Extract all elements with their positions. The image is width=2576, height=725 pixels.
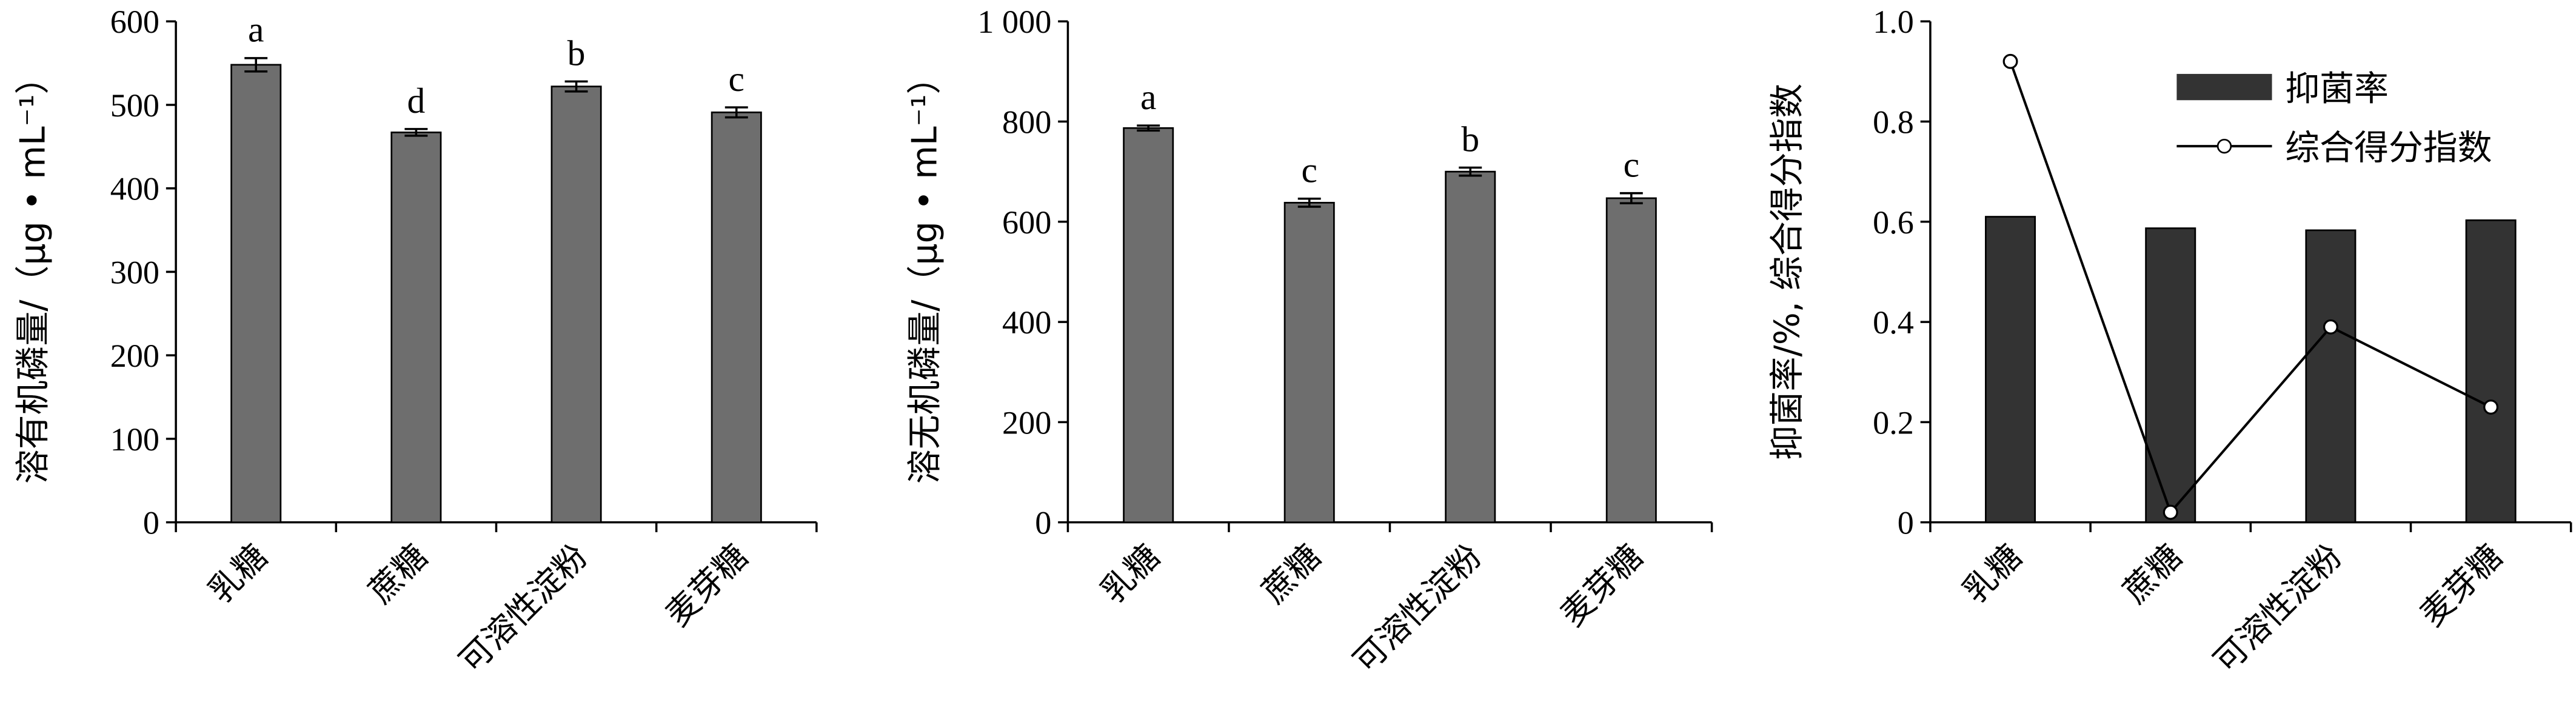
significance-letter: b	[567, 33, 586, 73]
bar	[1283, 202, 1335, 523]
y-tick-label: 0.6	[1873, 204, 1914, 241]
x-tick-label: 可溶性淀粉	[1346, 537, 1489, 680]
bar	[2465, 219, 2517, 523]
x-tick-label: 可溶性淀粉	[452, 537, 595, 680]
x-tick-label: 麦芽糖	[2413, 537, 2510, 634]
significance-letter: c	[729, 59, 744, 99]
y-tick-label: 0.2	[1873, 404, 1914, 441]
line-marker	[2002, 53, 2018, 69]
y-tick-label: 0	[1898, 505, 1914, 541]
legend-label: 抑菌率	[2285, 68, 2389, 109]
y-tick-label: 1 000	[977, 4, 1051, 40]
x-tick-label: 乳糖	[201, 537, 275, 610]
error-bar	[404, 128, 428, 137]
error-bar	[724, 106, 748, 119]
significance-letter: a	[248, 10, 264, 50]
y-tick-label: 600	[1002, 204, 1051, 241]
line-marker	[2323, 319, 2338, 335]
y-tick-label: 200	[1002, 404, 1051, 441]
y-tick-label: 400	[110, 171, 159, 207]
y-axis-label: 抑菌率/%, 综合得分指数	[1767, 84, 1807, 460]
line-marker	[2483, 399, 2499, 415]
y-tick-label: 0.4	[1873, 304, 1914, 341]
y-tick-label: 400	[1002, 304, 1051, 341]
bar	[2145, 227, 2196, 523]
x-tick-label: 麦芽糖	[1553, 537, 1650, 634]
y-tick-label: 800	[1002, 104, 1051, 140]
bar	[1123, 127, 1174, 523]
significance-letter: a	[1140, 77, 1156, 117]
y-tick-label: 0	[1035, 505, 1051, 541]
bar	[390, 132, 442, 523]
y-tick-label: 100	[110, 421, 159, 458]
x-tick-label: 蔗糖	[1254, 537, 1328, 610]
line	[2009, 61, 2492, 515]
x-tick-label: 蔗糖	[361, 537, 435, 610]
significance-letter: c	[1301, 150, 1317, 190]
error-bar	[1619, 192, 1643, 204]
error-bar	[564, 80, 588, 93]
legend-label: 综合得分指数	[2285, 128, 2492, 168]
bar	[1985, 216, 2036, 523]
error-bar	[1137, 124, 1160, 132]
bar	[1605, 197, 1657, 523]
y-tick-label: 600	[110, 4, 159, 40]
line-marker	[2163, 504, 2178, 520]
bar	[230, 64, 282, 523]
significance-letter: d	[407, 81, 425, 121]
bar	[1445, 170, 1496, 523]
significance-letter: b	[1461, 119, 1479, 159]
legend-marker	[2216, 138, 2232, 154]
bar	[550, 85, 602, 523]
x-tick-label: 麦芽糖	[658, 537, 755, 634]
y-tick-label: 1.0	[1873, 4, 1914, 40]
error-bar	[1459, 166, 1482, 177]
y-tick-label: 300	[110, 254, 159, 290]
bar	[711, 112, 762, 523]
y-axis-label: 溶有机磷量/（μg • mL⁻¹）	[13, 60, 53, 484]
error-bar	[244, 57, 268, 73]
y-tick-label: 0.8	[1873, 104, 1914, 140]
error-bar	[1297, 198, 1321, 208]
significance-letter: c	[1624, 145, 1639, 185]
y-tick-label: 500	[110, 87, 159, 124]
x-tick-label: 可溶性淀粉	[2206, 537, 2349, 680]
y-tick-label: 200	[110, 338, 159, 374]
legend-swatch	[2176, 73, 2272, 101]
x-tick-label: 蔗糖	[2116, 537, 2189, 610]
x-tick-label: 乳糖	[1956, 537, 2029, 610]
y-axis-label: 溶无机磷量/（μg • mL⁻¹）	[905, 60, 945, 484]
bar	[2305, 229, 2357, 523]
y-tick-label: 0	[143, 505, 159, 541]
x-tick-label: 乳糖	[1094, 537, 1167, 610]
